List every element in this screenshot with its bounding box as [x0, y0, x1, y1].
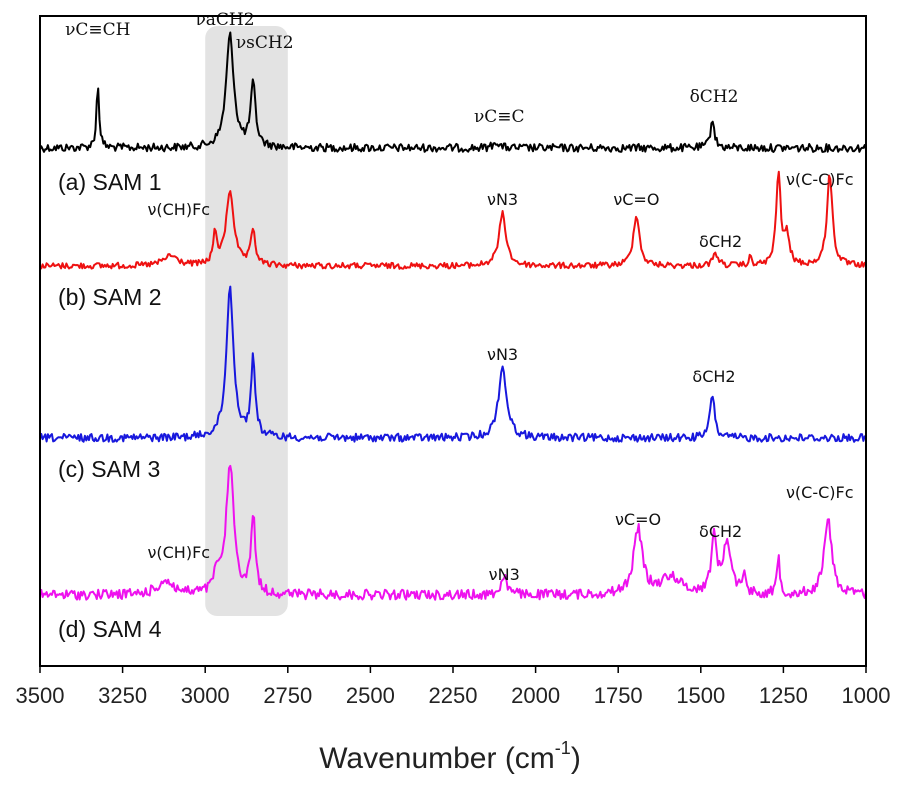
peak-annotation: νaCH2 [195, 10, 254, 30]
peak-annotation: νC≡CH [65, 20, 130, 40]
x-tick-label: 2000 [511, 683, 560, 708]
peak-annotation: δCH2 [699, 232, 742, 251]
peak-annotation: νN3 [487, 345, 518, 364]
series-label-sam-4: (d) SAM 4 [58, 616, 162, 642]
peak-annotation: δCH2 [699, 522, 742, 541]
peak-annotation: ν(CH)Fc [147, 543, 210, 562]
series-line-sam-3 [39, 285, 867, 443]
x-tick-label: 2500 [346, 683, 395, 708]
peak-annotation: νsCH2 [236, 33, 294, 53]
x-tick-label: 3250 [98, 683, 147, 708]
peak-annotation: νC≡C [474, 107, 525, 127]
x-tick-label: 3500 [16, 683, 65, 708]
x-tick-label: 1750 [594, 683, 643, 708]
x-tick-label: 1500 [676, 683, 725, 708]
label-layer: (a) SAM 1 νC≡CH νaCH2 νsCH2 νC≡C δCH2 (b) SAM … [58, 10, 854, 642]
x-tick-label: 1000 [842, 683, 891, 708]
series-line-sam-2 [40, 170, 867, 270]
peak-annotation: νN3 [489, 565, 520, 584]
series-label-sam-1: (a) SAM 1 [58, 169, 162, 195]
peak-annotation: νC=O [615, 510, 661, 529]
peak-annotation: δCH2 [690, 87, 739, 107]
x-tick-label: 3000 [181, 683, 230, 708]
series-line-sam-4 [39, 464, 867, 601]
peak-annotation: νN3 [487, 190, 518, 209]
plot-frame [39, 15, 867, 667]
peak-annotation: δCH2 [692, 367, 735, 386]
series-line-sam-1 [39, 31, 867, 153]
x-tick-label: 2750 [263, 683, 312, 708]
tick-layer: 3500 3250 3000 2750 2500 2250 2000 1750 1500 1250… [16, 666, 891, 708]
x-axis-title: Wavenumber (cm-1) [319, 738, 581, 775]
x-axis-title-sup: -1 [555, 738, 571, 758]
peak-annotation: ν(C-C)Fc [786, 483, 854, 502]
series-label-sam-3: (c) SAM 3 [58, 456, 160, 482]
series-layer [39, 31, 867, 601]
x-tick-label: 2250 [429, 683, 478, 708]
peak-annotation: ν(C-C)Fc [786, 170, 854, 189]
x-axis-title-close: ) [571, 742, 581, 775]
series-label-sam-2: (b) SAM 2 [58, 284, 162, 310]
x-tick-label: 1250 [759, 683, 808, 708]
peak-annotation: ν(CH)Fc [147, 200, 210, 219]
x-axis-title-main: Wavenumber (cm [319, 742, 555, 775]
peak-annotation: νC=O [613, 190, 659, 209]
highlight-band [205, 26, 288, 616]
